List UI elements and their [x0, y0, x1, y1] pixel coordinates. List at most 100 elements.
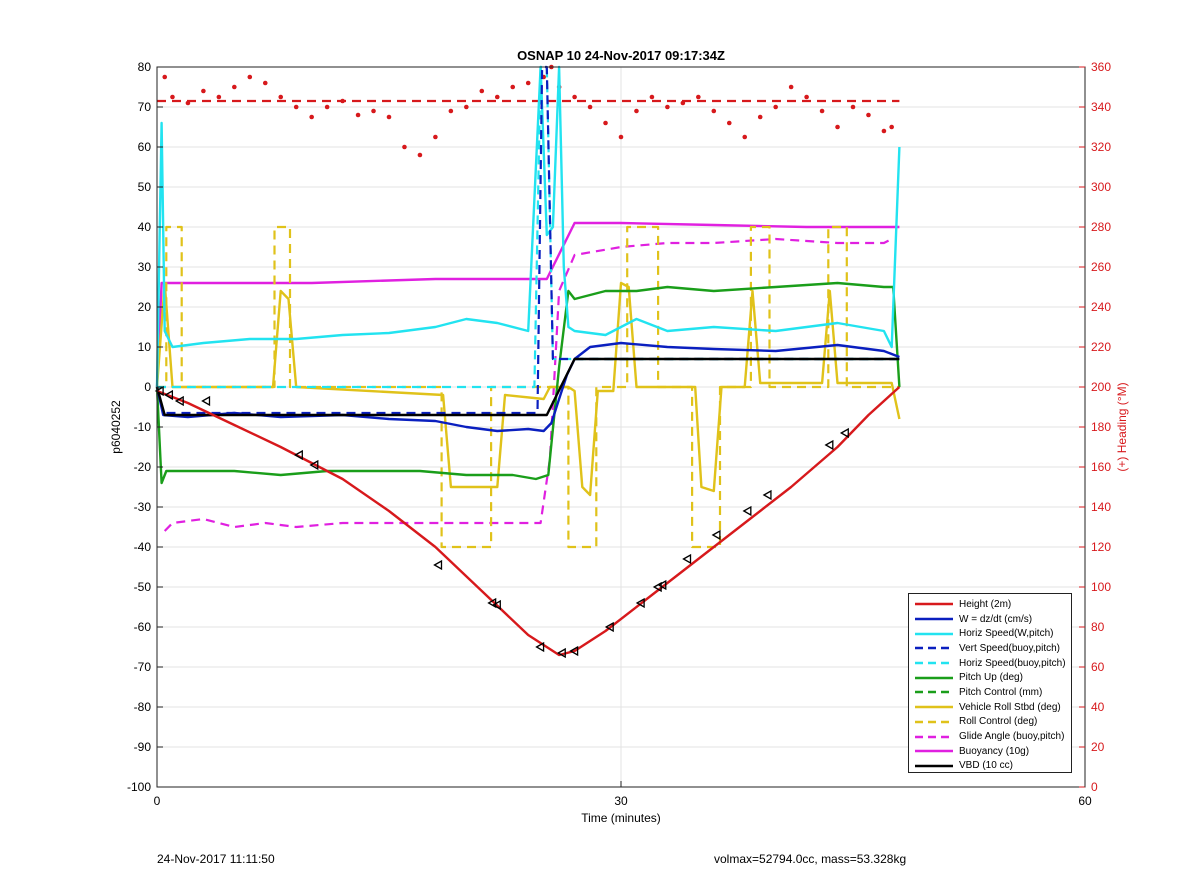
- y2-tick-label: 100: [1091, 580, 1111, 594]
- x-tick-label: 60: [1078, 794, 1092, 808]
- y-tick-label: -60: [134, 620, 152, 634]
- y2-tick-label: 0: [1091, 780, 1098, 794]
- legend-label: Height (2m): [959, 598, 1012, 610]
- legend-swatch: [915, 705, 953, 709]
- legend-item: Pitch Up (deg): [909, 670, 1071, 685]
- heading-point: [525, 80, 531, 86]
- legend-label: Buoyancy (10g): [959, 745, 1030, 757]
- legend-item: Pitch Control (mm): [909, 685, 1071, 700]
- depth-marker: [604, 621, 614, 633]
- y2-tick-label: 280: [1091, 220, 1111, 234]
- y-tick-label: 40: [138, 220, 152, 234]
- y-tick-label: 50: [138, 180, 152, 194]
- heading-point: [355, 112, 361, 118]
- heading-point: [479, 88, 485, 94]
- y-tick-label: -90: [134, 740, 152, 754]
- y-tick-label: -40: [134, 540, 152, 554]
- legend-label: VBD (10 cc): [959, 760, 1013, 772]
- depth-marker: [535, 641, 545, 653]
- depth-marker: [682, 553, 692, 565]
- y2-tick-label: 260: [1091, 260, 1111, 274]
- depth-marker: [762, 489, 772, 501]
- legend-swatch: [915, 647, 953, 650]
- y-tick-label: -80: [134, 700, 152, 714]
- y2-axis-label: (+) Heading (°M): [1115, 382, 1129, 471]
- series-layer: [155, 64, 901, 657]
- footer-timestamp: 24-Nov-2017 11:11:50: [157, 852, 275, 866]
- legend-item: Vehicle Roll Stbd (deg): [909, 700, 1071, 715]
- y2-tick-label: 140: [1091, 500, 1111, 514]
- series-line: [155, 65, 901, 388]
- y-tick-label: 20: [138, 300, 152, 314]
- heading-point: [510, 84, 516, 90]
- depth-marker: [839, 427, 849, 439]
- legend-swatch: [915, 676, 953, 679]
- depth-marker: [164, 389, 174, 401]
- legend-swatch: [915, 617, 953, 621]
- heading-point: [464, 104, 469, 110]
- heading-point: [835, 124, 840, 130]
- heading-point: [634, 108, 639, 114]
- heading-point: [742, 134, 748, 140]
- heading-point: [309, 114, 314, 120]
- heading-point: [866, 112, 871, 118]
- y-tick-label: 10: [138, 340, 152, 354]
- footer-info: volmax=52794.0cc, mass=53.328kg: [714, 852, 907, 866]
- heading-point: [696, 94, 701, 100]
- legend-label: Horiz Speed(W,pitch): [959, 628, 1054, 640]
- legend-item: Height (2m): [909, 597, 1071, 612]
- x-tick-label: 0: [154, 794, 161, 808]
- y-tick-label: 30: [138, 260, 152, 274]
- legend-swatch: [915, 691, 953, 694]
- heading-point: [881, 128, 887, 134]
- legend-label: Pitch Up (deg): [959, 672, 1023, 684]
- heading-point: [819, 108, 825, 114]
- legend-label: Glide Angle (buoy,pitch): [959, 731, 1065, 743]
- legend-item: Glide Angle (buoy,pitch): [909, 729, 1071, 744]
- y-tick-label: -20: [134, 460, 152, 474]
- heading-point: [293, 104, 299, 110]
- legend-item: Horiz Speed(buoy,pitch): [909, 656, 1071, 671]
- legend-item: Horiz Speed(W,pitch): [909, 626, 1071, 641]
- legend-label: Vehicle Roll Stbd (deg): [959, 701, 1061, 713]
- y2-tick-label: 360: [1091, 60, 1111, 74]
- heading-point: [757, 114, 763, 120]
- y2-tick-label: 200: [1091, 380, 1111, 394]
- series-line: [155, 221, 900, 388]
- y-tick-label: -50: [134, 580, 152, 594]
- series-line: [163, 237, 893, 532]
- heading-point: [618, 134, 624, 140]
- legend-swatch: [915, 750, 953, 753]
- y2-tick-label: 40: [1091, 700, 1105, 714]
- y2-tick-label: 60: [1091, 660, 1105, 674]
- heading-point: [572, 94, 577, 100]
- depth-marker: [433, 559, 443, 571]
- legend-swatch: [915, 764, 953, 768]
- heading-point: [433, 134, 438, 140]
- heading-point: [889, 124, 894, 130]
- y2-tick-label: 340: [1091, 100, 1111, 114]
- legend-swatch: [915, 735, 953, 738]
- y2-tick-label: 20: [1091, 740, 1105, 754]
- depth-marker: [657, 579, 667, 591]
- heading-point: [386, 114, 392, 120]
- heading-point: [402, 144, 407, 150]
- series-line: [155, 281, 901, 485]
- chart-title: OSNAP 10 24-Nov-2017 09:17:34Z: [517, 48, 725, 63]
- heading-point: [587, 104, 593, 110]
- marker-layer: [154, 385, 849, 659]
- bottom-axis-ticks: 0 30 60: [154, 781, 1092, 808]
- heading-point: [804, 94, 809, 100]
- y-tick-label: -30: [134, 500, 152, 514]
- legend-label: Pitch Control (mm): [959, 686, 1043, 698]
- y2-tick-label: 160: [1091, 460, 1111, 474]
- y2-tick-label: 220: [1091, 340, 1111, 354]
- left-axis-ticks: 80 70 60 50 40 30 20 10 0 -10 -20 -30 -40 -50 -60 -70 -8…: [127, 60, 163, 794]
- depth-marker: [201, 395, 211, 407]
- depth-marker: [174, 395, 184, 407]
- legend-swatch: [915, 603, 953, 606]
- heading-point: [788, 84, 794, 90]
- legend-item: Buoyancy (10g): [909, 744, 1071, 759]
- series-line: [155, 357, 900, 417]
